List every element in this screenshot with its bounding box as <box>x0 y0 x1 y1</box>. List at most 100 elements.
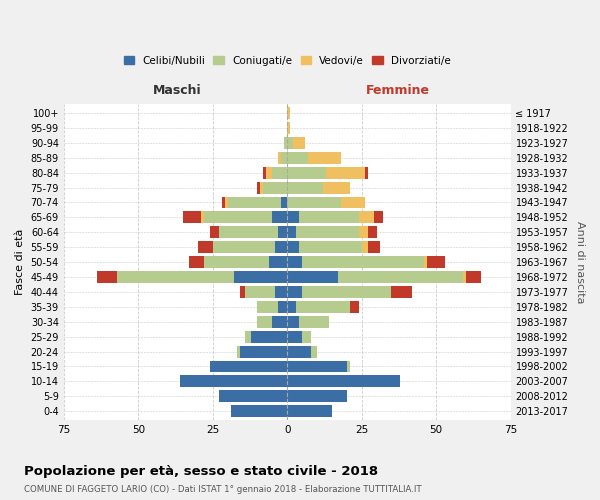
Bar <box>287 182 323 194</box>
Bar <box>236 346 239 358</box>
Bar <box>374 212 383 224</box>
Bar <box>323 182 350 194</box>
Bar <box>272 212 287 224</box>
Text: Femmine: Femmine <box>365 84 430 96</box>
Bar <box>362 241 368 253</box>
Bar <box>287 376 400 388</box>
Bar <box>424 256 427 268</box>
Bar <box>326 166 365 178</box>
Bar <box>287 107 290 119</box>
Bar <box>204 212 272 224</box>
Bar <box>287 212 299 224</box>
Bar <box>311 346 317 358</box>
Bar <box>224 196 227 208</box>
Bar <box>296 301 350 313</box>
Bar <box>302 330 311 342</box>
Bar <box>296 226 359 238</box>
Bar <box>287 152 308 164</box>
Bar <box>287 196 341 208</box>
Bar <box>302 286 391 298</box>
Bar <box>269 256 287 268</box>
Y-axis label: Fasce di età: Fasce di età <box>15 229 25 296</box>
Bar <box>287 301 296 313</box>
Bar <box>278 301 287 313</box>
Text: Popolazione per età, sesso e stato civile - 2018: Popolazione per età, sesso e stato civil… <box>24 465 378 478</box>
Bar <box>365 166 368 178</box>
Bar <box>391 286 412 298</box>
Bar <box>338 271 463 283</box>
Bar <box>210 226 218 238</box>
Bar <box>260 182 263 194</box>
Bar <box>281 196 287 208</box>
Bar <box>368 226 377 238</box>
Bar <box>272 166 287 178</box>
Bar <box>278 226 287 238</box>
Bar <box>97 271 118 283</box>
Bar <box>287 166 326 178</box>
Bar <box>287 360 347 372</box>
Bar <box>287 330 302 342</box>
Text: Maschi: Maschi <box>152 84 201 96</box>
Bar <box>183 212 201 224</box>
Bar <box>287 405 332 417</box>
Bar <box>293 137 305 149</box>
Bar <box>308 152 341 164</box>
Bar <box>287 346 311 358</box>
Bar <box>287 390 347 402</box>
Bar <box>341 196 365 208</box>
Bar <box>221 196 224 208</box>
Bar <box>275 241 287 253</box>
Bar <box>272 316 287 328</box>
Text: COMUNE DI FAGGETO LARIO (CO) - Dati ISTAT 1° gennaio 2018 - Elaborazione TUTTITA: COMUNE DI FAGGETO LARIO (CO) - Dati ISTA… <box>24 485 422 494</box>
Bar <box>180 376 287 388</box>
Bar <box>347 360 350 372</box>
Bar <box>266 166 272 178</box>
Bar <box>278 152 281 164</box>
Bar <box>287 137 293 149</box>
Bar <box>204 256 269 268</box>
Bar <box>359 212 374 224</box>
Bar <box>233 271 287 283</box>
Bar <box>287 271 338 283</box>
Bar <box>463 271 466 283</box>
Bar <box>118 271 233 283</box>
Legend: Celibi/Nubili, Coniugati/e, Vedovi/e, Divorziati/e: Celibi/Nubili, Coniugati/e, Vedovi/e, Di… <box>121 52 454 68</box>
Bar <box>218 226 278 238</box>
Bar <box>201 212 204 224</box>
Bar <box>210 360 287 372</box>
Bar <box>251 330 287 342</box>
Bar <box>239 346 287 358</box>
Bar <box>287 286 302 298</box>
Bar <box>368 241 380 253</box>
Bar <box>263 182 287 194</box>
Bar <box>466 271 481 283</box>
Bar <box>287 122 290 134</box>
Bar <box>227 196 281 208</box>
Bar <box>299 212 359 224</box>
Bar <box>198 241 213 253</box>
Bar <box>257 301 278 313</box>
Bar <box>287 226 296 238</box>
Y-axis label: Anni di nascita: Anni di nascita <box>575 221 585 304</box>
Bar <box>359 226 368 238</box>
Bar <box>257 316 272 328</box>
Bar <box>257 182 260 194</box>
Bar <box>284 137 287 149</box>
Bar <box>245 330 251 342</box>
Bar <box>218 390 287 402</box>
Bar <box>287 316 299 328</box>
Bar <box>299 316 329 328</box>
Bar <box>287 241 299 253</box>
Bar <box>245 286 275 298</box>
Bar <box>213 241 275 253</box>
Bar <box>350 301 359 313</box>
Bar <box>239 286 245 298</box>
Bar <box>302 256 424 268</box>
Bar <box>427 256 445 268</box>
Bar <box>189 256 204 268</box>
Bar <box>275 286 287 298</box>
Bar <box>263 166 266 178</box>
Bar <box>230 405 287 417</box>
Bar <box>281 152 287 164</box>
Bar <box>299 241 362 253</box>
